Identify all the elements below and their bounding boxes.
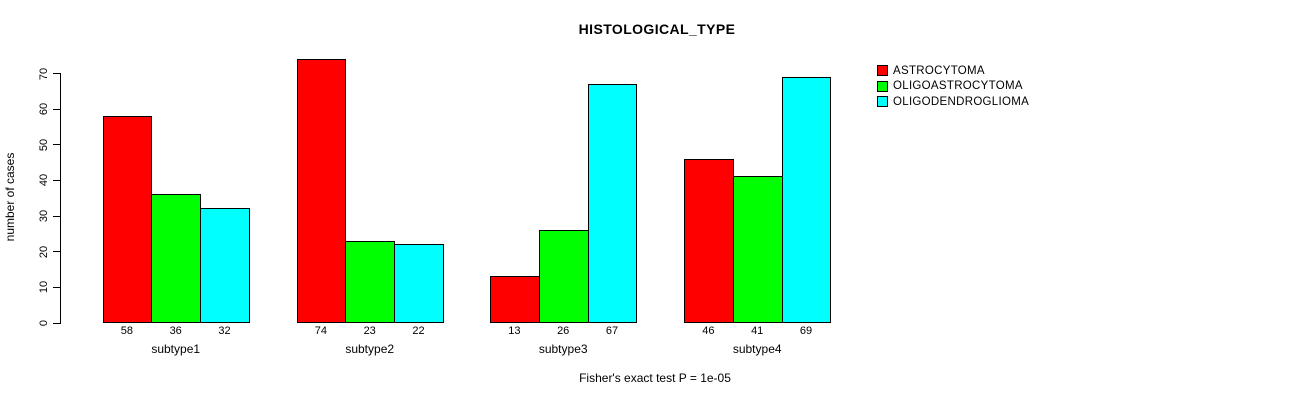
bar-subtype3-oligodendroglioma	[587, 83, 638, 324]
legend-label: ASTROCYTOMA	[893, 64, 985, 77]
bar-value-label: 13	[508, 325, 521, 337]
legend-label: OLIGOASTROCYTOMA	[893, 80, 1023, 93]
legend-swatch-icon	[877, 80, 888, 92]
bar-subtype1-astrocytoma	[102, 115, 153, 324]
y-tick-mark	[53, 251, 61, 253]
bar-value-label: 26	[557, 325, 570, 337]
y-tick-mark	[53, 286, 61, 288]
y-tick-mark	[53, 215, 61, 217]
bar-value-label: 41	[751, 325, 764, 337]
category-label-subtype2: subtype2	[345, 342, 395, 356]
bar-subtype2-oligoastrocytoma	[345, 240, 396, 324]
bar-subtype1-oligodendroglioma	[200, 208, 250, 324]
bar-value-label: 67	[605, 325, 619, 337]
y-tick-mark	[53, 73, 61, 75]
category-label-subtype3: subtype3	[538, 342, 588, 356]
bar-value-label: 74	[314, 325, 328, 337]
bar-value-label: 58	[120, 325, 134, 337]
bar-subtype1-oligoastrocytoma	[151, 194, 202, 324]
y-tick-label: 40	[38, 174, 50, 187]
y-axis-line	[60, 73, 61, 324]
y-tick-label: 20	[38, 245, 50, 258]
bar-value-label: 46	[702, 325, 715, 337]
bar-value-label: 69	[799, 325, 813, 337]
bar-subtype4-oligoastrocytoma	[732, 176, 783, 324]
bar-value-label: 36	[169, 325, 182, 337]
bar-subtype4-oligodendroglioma	[781, 76, 832, 324]
y-tick-mark	[53, 144, 61, 146]
y-tick-mark	[53, 322, 61, 324]
bar-value-label: 23	[363, 325, 376, 337]
bar-subtype2-astrocytoma	[296, 58, 347, 324]
chart-title: HISTOLOGICAL_TYPE	[578, 21, 736, 37]
category-label-subtype1: subtype1	[151, 342, 201, 356]
bar-subtype4-astrocytoma	[684, 158, 734, 324]
y-tick-label: 10	[38, 281, 50, 294]
bar-subtype3-oligoastrocytoma	[538, 229, 589, 324]
legend: ASTROCYTOMA OLIGOASTROCYTOMA OLIGODENDROGL…	[877, 63, 1029, 110]
legend-item: ASTROCYTOMA	[877, 63, 1029, 79]
legend-swatch-icon	[877, 96, 888, 108]
category-label-subtype4: subtype4	[732, 342, 782, 356]
y-tick-label: 50	[38, 138, 50, 151]
y-tick-label: 70	[38, 67, 50, 80]
legend-label: OLIGODENDROGLIOMA	[893, 95, 1030, 108]
y-tick-label: 30	[38, 209, 50, 223]
y-tick-label: 0	[38, 319, 50, 327]
footer-note: Fisher's exact test P = 1e-05	[579, 371, 731, 385]
y-axis-label: number of cases	[3, 152, 17, 242]
bar-subtype3-astrocytoma	[490, 276, 540, 324]
legend-item: OLIGOASTROCYTOMA	[877, 79, 1029, 95]
legend-item: OLIGODENDROGLIOMA	[877, 94, 1029, 110]
y-tick-label: 60	[38, 103, 50, 116]
y-tick-mark	[53, 179, 61, 181]
legend-swatch-icon	[877, 65, 888, 77]
y-tick-mark	[53, 108, 61, 110]
bar-subtype2-oligodendroglioma	[394, 244, 444, 324]
bar-value-label: 32	[218, 325, 231, 337]
bar-value-label: 22	[412, 325, 425, 337]
